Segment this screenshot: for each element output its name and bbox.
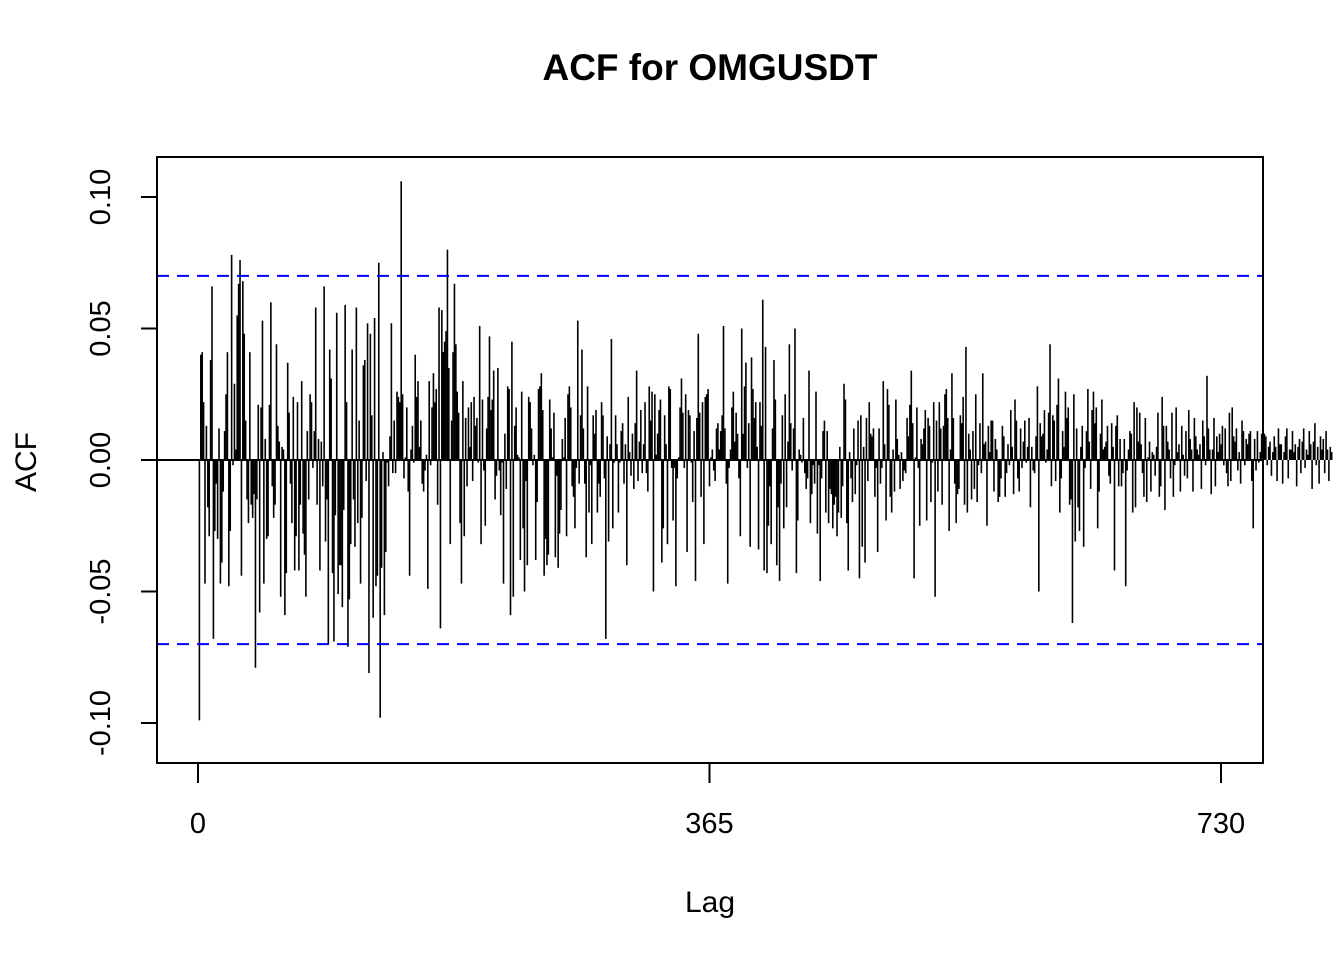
chart-title: ACF for OMGUSDT <box>542 47 877 88</box>
y-axis-label: ACF <box>10 432 43 492</box>
x-tick-label: 730 <box>1197 808 1245 840</box>
y-axis: -0.10 -0.05 0.00 0.05 0.10 <box>85 169 157 756</box>
y-tick-label: -0.05 <box>85 558 117 624</box>
acf-bars <box>198 181 1333 721</box>
y-tick-label: 0.00 <box>85 432 117 488</box>
x-axis-label: Lag <box>685 886 735 919</box>
x-tick-label: 0 <box>190 808 206 840</box>
y-tick-label: 0.10 <box>85 169 117 225</box>
x-tick-label: 365 <box>685 808 733 840</box>
y-tick-label: 0.05 <box>85 300 117 356</box>
y-tick-label: -0.10 <box>85 690 117 756</box>
x-axis: 0 365 730 <box>190 763 1245 840</box>
